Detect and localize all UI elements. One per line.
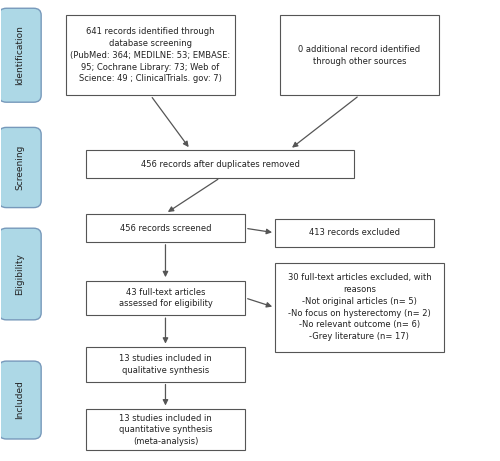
Text: Included: Included [16, 381, 24, 420]
FancyBboxPatch shape [0, 8, 41, 102]
FancyBboxPatch shape [86, 281, 245, 315]
Text: 30 full-text articles excluded, with
reasons
-Not original articles (n= 5)
-No f: 30 full-text articles excluded, with rea… [288, 273, 431, 341]
FancyBboxPatch shape [86, 150, 354, 178]
FancyBboxPatch shape [86, 347, 245, 382]
FancyBboxPatch shape [275, 263, 444, 352]
FancyBboxPatch shape [66, 15, 235, 95]
Text: 456 records screened: 456 records screened [120, 224, 211, 233]
Text: 13 studies included in
qualitative synthesis: 13 studies included in qualitative synth… [119, 354, 212, 375]
FancyBboxPatch shape [86, 409, 245, 450]
Text: 456 records after duplicates removed: 456 records after duplicates removed [140, 160, 300, 169]
Text: 43 full-text articles
assessed for eligibility: 43 full-text articles assessed for eligi… [118, 288, 212, 308]
FancyBboxPatch shape [280, 15, 439, 95]
FancyBboxPatch shape [0, 228, 41, 320]
FancyBboxPatch shape [0, 361, 41, 439]
FancyBboxPatch shape [0, 127, 41, 207]
Text: Eligibility: Eligibility [16, 253, 24, 295]
Text: 641 records identified through
database screening
(PubMed: 364; MEDILNE: 53; EMB: 641 records identified through database … [70, 27, 231, 83]
Text: 0 additional record identified
through other sources: 0 additional record identified through o… [298, 45, 420, 65]
Text: Identification: Identification [16, 25, 24, 85]
Text: Screening: Screening [16, 145, 24, 190]
Text: 13 studies included in
quantitative synthesis
(meta-analysis): 13 studies included in quantitative synt… [118, 414, 212, 446]
FancyBboxPatch shape [86, 214, 245, 242]
Text: 413 records excluded: 413 records excluded [309, 228, 400, 237]
FancyBboxPatch shape [275, 219, 434, 247]
